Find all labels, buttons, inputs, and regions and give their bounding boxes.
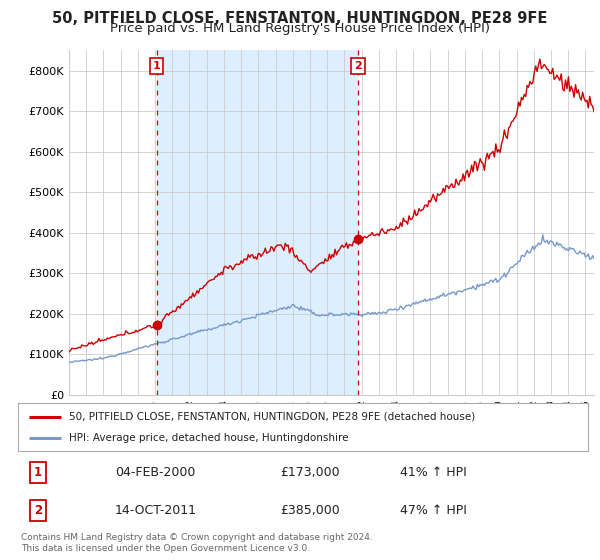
Text: 41% ↑ HPI: 41% ↑ HPI [400, 466, 467, 479]
Text: 2: 2 [34, 504, 42, 517]
Bar [157, 50, 358, 395]
Text: 04-FEB-2000: 04-FEB-2000 [115, 466, 195, 479]
Text: Contains HM Land Registry data © Crown copyright and database right 2024.
This d: Contains HM Land Registry data © Crown c… [21, 533, 373, 553]
Text: 50, PITFIELD CLOSE, FENSTANTON, HUNTINGDON, PE28 9FE (detached house): 50, PITFIELD CLOSE, FENSTANTON, HUNTINGD… [70, 412, 476, 422]
Text: £385,000: £385,000 [280, 504, 340, 517]
Text: HPI: Average price, detached house, Huntingdonshire: HPI: Average price, detached house, Hunt… [70, 433, 349, 444]
Text: 1: 1 [153, 61, 160, 71]
Text: 50, PITFIELD CLOSE, FENSTANTON, HUNTINGDON, PE28 9FE: 50, PITFIELD CLOSE, FENSTANTON, HUNTINGD… [52, 11, 548, 26]
Text: 2: 2 [354, 61, 362, 71]
Text: Price paid vs. HM Land Registry's House Price Index (HPI): Price paid vs. HM Land Registry's House … [110, 22, 490, 35]
Text: £173,000: £173,000 [280, 466, 340, 479]
Text: 47% ↑ HPI: 47% ↑ HPI [400, 504, 467, 517]
Text: 14-OCT-2011: 14-OCT-2011 [115, 504, 197, 517]
Text: 1: 1 [34, 466, 42, 479]
